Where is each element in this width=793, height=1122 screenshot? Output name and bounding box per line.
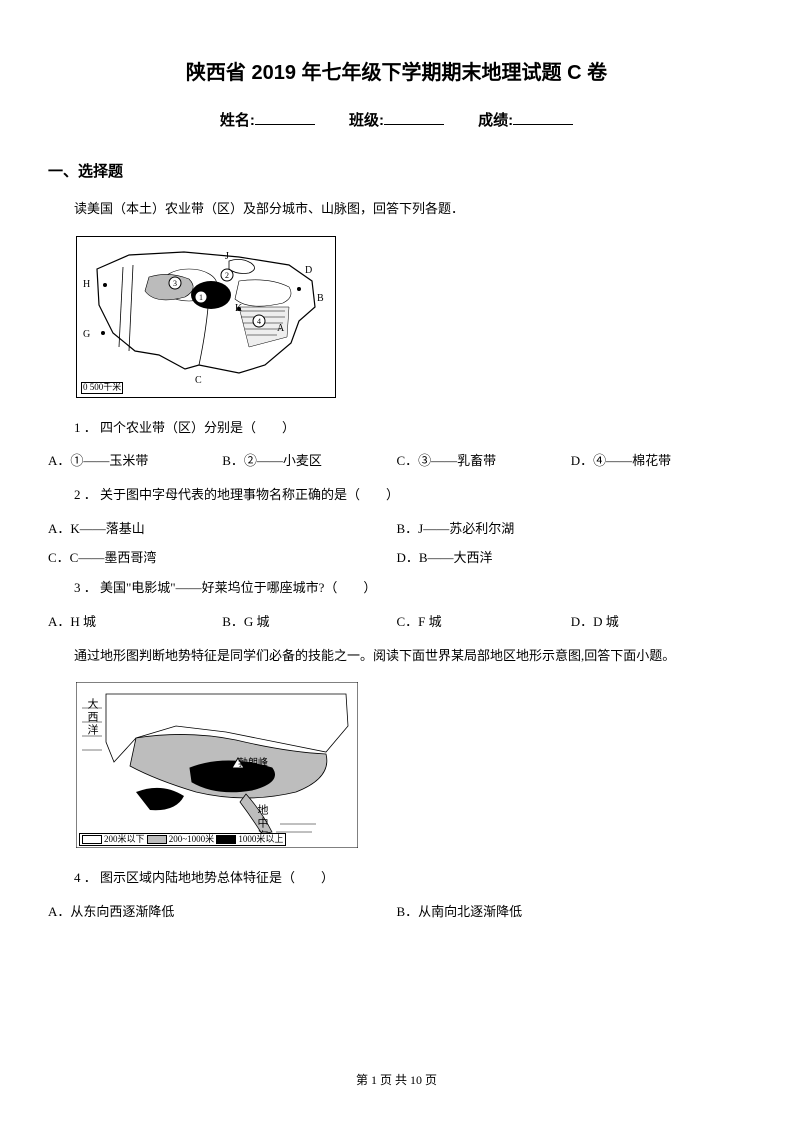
q3-options: A．H 城 B．G 城 C．F 城 D．D 城	[48, 611, 745, 630]
map1-label-d: D	[305, 265, 312, 276]
name-blank[interactable]	[255, 110, 315, 125]
us-map-svg: 1 2 3 4	[89, 247, 321, 377]
q2-options-row1: A．K——落基山 B．J——苏必利尔湖	[48, 518, 745, 537]
map2-legend: 200米以下 200~1000米 1000米以上	[79, 833, 286, 847]
map2-peak-label: 勃朗峰	[238, 754, 268, 769]
q2-opt-a[interactable]: A．K——落基山	[48, 518, 397, 537]
svg-text:4: 4	[257, 317, 261, 326]
q1-opt-b[interactable]: B．②——小麦区	[222, 450, 396, 469]
map1-label-j: J	[225, 251, 229, 262]
q3-opt-a[interactable]: A．H 城	[48, 611, 222, 630]
footer-total: 10	[410, 1073, 422, 1087]
class-blank[interactable]	[384, 110, 444, 125]
map-us-agriculture: 1 2 3 4 H G J K A B C D 0 500千米	[76, 236, 336, 398]
q2-stem: 2 ． 关于图中字母代表的地理事物名称正确的是（ ）	[48, 483, 745, 508]
q1-options: A．①——玉米带 B．②——小麦区 C．③——乳畜带 D．④——棉花带	[48, 450, 745, 469]
map1-label-b: B	[317, 293, 324, 304]
q1-opt-c[interactable]: C．③——乳畜带	[397, 450, 571, 469]
q3-opt-b[interactable]: B．G 城	[222, 611, 396, 630]
map1-label-g: G	[83, 329, 90, 340]
q4-opt-b[interactable]: B．从南向北逐渐降低	[397, 901, 746, 920]
footer-mid: 页 共	[377, 1073, 410, 1087]
legend-text-low: 200米以下	[104, 834, 145, 844]
q1-opt-a[interactable]: A．①——玉米带	[48, 450, 222, 469]
q3-stem: 3 ． 美国"电影城"——好莱坞位于哪座城市?（ ）	[48, 576, 745, 601]
legend-swatch-mid	[147, 835, 167, 844]
student-info-line: 姓名: 班级: 成绩:	[48, 109, 745, 130]
map1-scale: 0 500千米	[81, 382, 123, 394]
name-label: 姓名:	[220, 112, 255, 129]
q2-opt-c[interactable]: C．C——墨西哥湾	[48, 547, 397, 566]
footer-prefix: 第	[356, 1073, 371, 1087]
map-europe-terrain: 大西洋 勃朗峰 地中海 200米以下 200~1000米 1000米以上	[76, 682, 358, 848]
exam-page: 陕西省 2019 年七年级下学期期末地理试题 C 卷 姓名: 班级: 成绩: 一…	[0, 0, 793, 1122]
page-title: 陕西省 2019 年七年级下学期期末地理试题 C 卷	[48, 56, 745, 85]
map1-label-a: A	[277, 323, 284, 334]
intro-2: 通过地形图判断地势特征是同学们必备的技能之一。阅读下面世界某局部地区地形示意图,…	[48, 644, 745, 669]
map2-ocean-label: 大西洋	[84, 698, 100, 737]
q2-opt-b[interactable]: B．J——苏必利尔湖	[397, 518, 746, 537]
q3-opt-c[interactable]: C．F 城	[397, 611, 571, 630]
svg-text:1: 1	[199, 293, 203, 302]
q4-stem: 4 ． 图示区域内陆地地势总体特征是（ ）	[48, 866, 745, 891]
q2-options-row2: C．C——墨西哥湾 D．B——大西洋	[48, 547, 745, 566]
q1-opt-d[interactable]: D．④——棉花带	[571, 450, 745, 469]
map1-label-k: K	[235, 303, 242, 314]
section-1-heading: 一、选择题	[48, 160, 745, 181]
europe-map-svg	[76, 682, 358, 848]
legend-text-high: 1000米以上	[238, 834, 283, 844]
q4-opt-a[interactable]: A．从东向西逐渐降低	[48, 901, 397, 920]
intro-1: 读美国（本土）农业带（区）及部分城市、山脉图，回答下列各题．	[48, 197, 745, 222]
q4-options: A．从东向西逐渐降低 B．从南向北逐渐降低	[48, 901, 745, 920]
class-label: 班级:	[349, 112, 384, 129]
q3-opt-d[interactable]: D．D 城	[571, 611, 745, 630]
page-footer: 第 1 页 共 10 页	[0, 1071, 793, 1088]
q1-stem: 1 ． 四个农业带（区）分别是（ ）	[48, 416, 745, 441]
map1-label-c: C	[195, 375, 202, 386]
svg-text:2: 2	[225, 271, 229, 280]
legend-text-mid: 200~1000米	[169, 834, 214, 844]
footer-suffix: 页	[422, 1073, 437, 1087]
legend-swatch-low	[82, 835, 102, 844]
score-label: 成绩:	[478, 112, 513, 129]
score-blank[interactable]	[513, 110, 573, 125]
q2-opt-d[interactable]: D．B——大西洋	[397, 547, 746, 566]
map1-label-h: H	[83, 279, 90, 290]
svg-text:3: 3	[173, 279, 177, 288]
legend-swatch-high	[216, 835, 236, 844]
